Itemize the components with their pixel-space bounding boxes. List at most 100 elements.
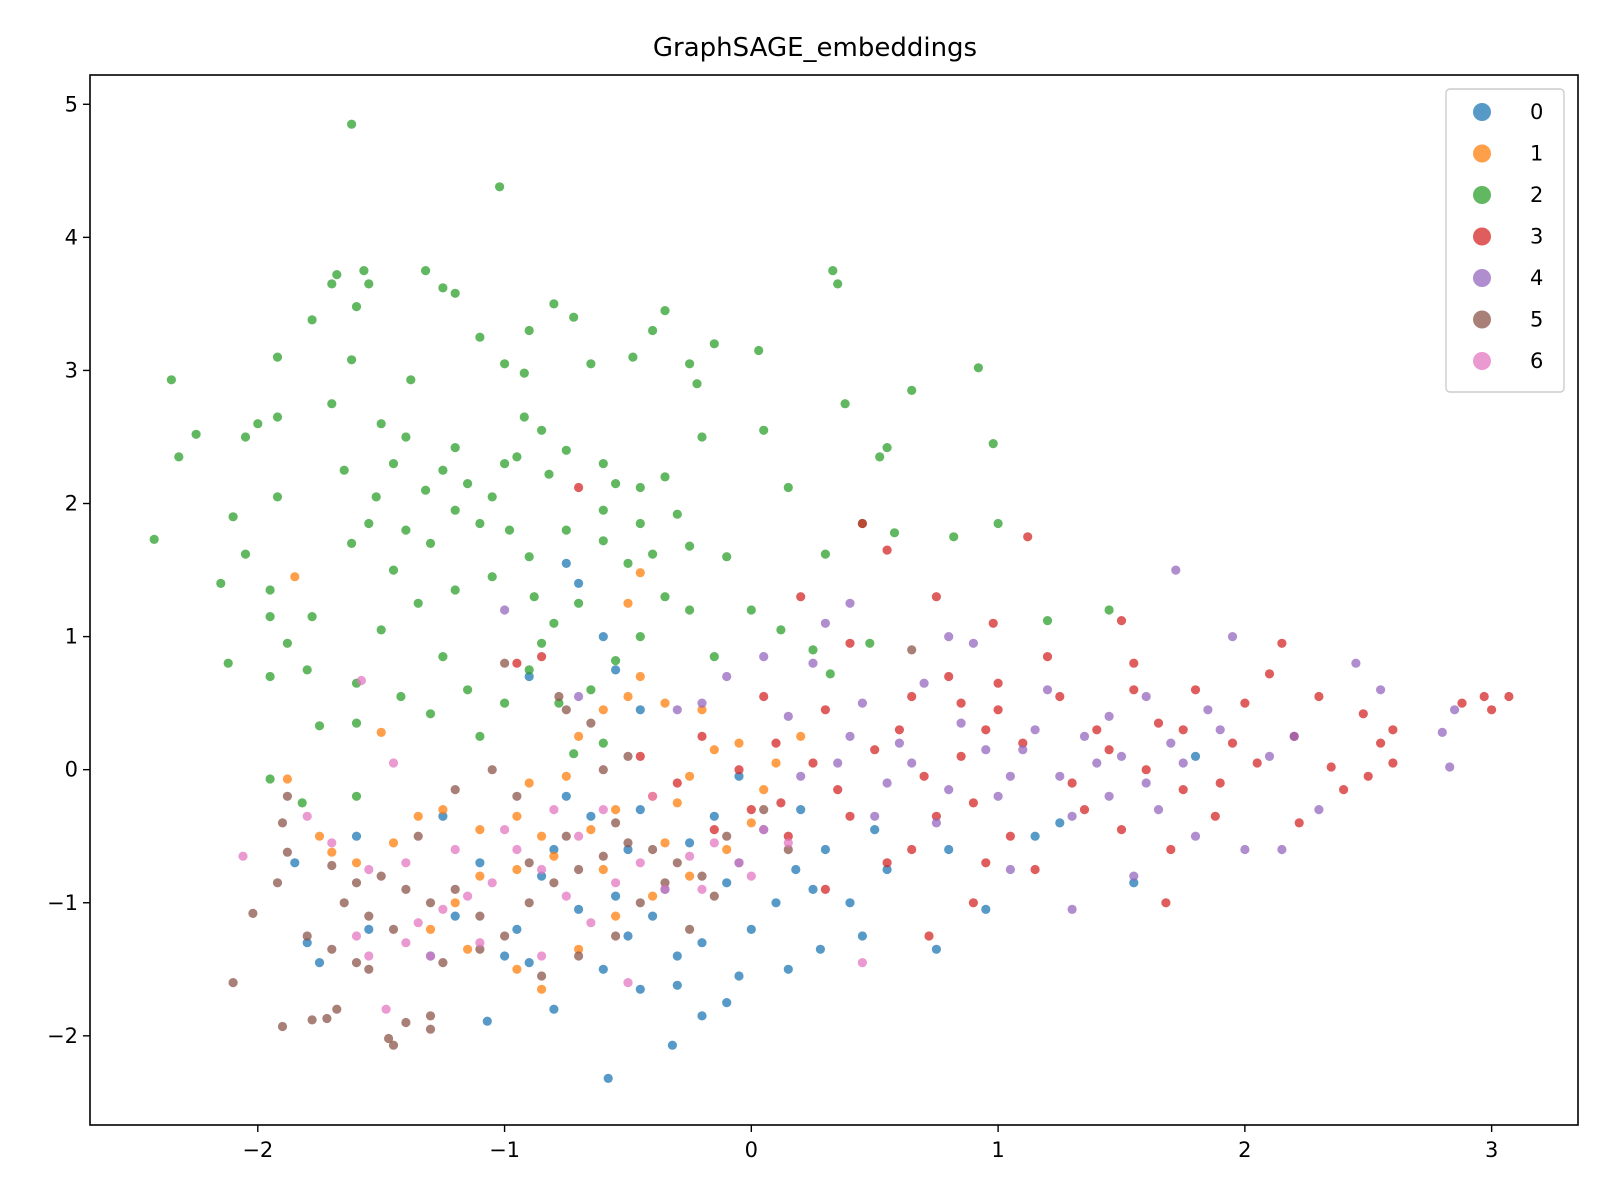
point-series-5-53	[660, 878, 670, 888]
point-series-1-29	[425, 924, 436, 935]
point-series-3-34	[796, 592, 806, 602]
point-series-5-28	[549, 878, 559, 888]
point-series-0-1	[667, 1040, 678, 1050]
x-tick-label: 0	[745, 1138, 758, 1162]
point-series-4-48	[1314, 805, 1324, 815]
point-series-3-71	[776, 798, 786, 808]
point-series-3-27	[944, 671, 954, 682]
y-tick-label: 2	[65, 492, 78, 516]
point-series-2-15	[351, 302, 362, 312]
point-series-0-46	[574, 578, 584, 589]
point-series-2-40	[401, 432, 411, 442]
point-series-5-52	[635, 898, 645, 908]
y-axis: −2 −1 0 1 2 3 4 5	[47, 92, 90, 1048]
point-series-4-36	[500, 605, 510, 615]
point-series-3-11	[1264, 669, 1275, 679]
point-series-0-53	[351, 831, 362, 841]
point-series-5-9	[425, 1024, 436, 1034]
point-series-2-77	[685, 541, 695, 551]
point-series-2-6	[332, 270, 342, 280]
point-series-2-3	[833, 279, 843, 289]
point-series-5-55	[500, 658, 510, 668]
point-series-2-91	[376, 625, 386, 635]
point-series-2-50	[697, 432, 707, 442]
point-series-6-1	[356, 675, 366, 686]
point-series-6-4	[364, 951, 374, 961]
point-series-1-20	[709, 745, 719, 755]
point-series-4-4	[1351, 658, 1361, 668]
point-series-2-16	[475, 332, 485, 342]
point-series-4-41	[1030, 725, 1040, 735]
point-series-4-24	[919, 678, 929, 688]
point-series-2-31	[907, 385, 917, 395]
point-series-4-7	[1264, 751, 1275, 762]
point-series-2-87	[302, 665, 312, 675]
point-series-2-86	[282, 638, 292, 648]
point-series-0-12	[524, 958, 534, 968]
point-series-5-4	[322, 1013, 332, 1024]
point-series-6-39	[574, 831, 584, 841]
point-series-4-2	[1437, 727, 1447, 738]
point-series-5-11	[364, 964, 374, 974]
legend-marker	[1473, 103, 1491, 121]
point-series-2-36	[240, 432, 251, 442]
point-series-2-124	[421, 485, 431, 495]
point-series-3-32	[845, 811, 855, 821]
point-series-0-55	[302, 938, 312, 948]
point-series-5-10	[425, 1011, 436, 1021]
point-series-2-59	[216, 578, 226, 589]
point-series-3-21	[1042, 652, 1053, 662]
point-series-4-28	[833, 758, 843, 768]
point-series-4-44	[1116, 751, 1127, 762]
point-series-0-54	[290, 858, 300, 868]
point-series-3-5	[1376, 738, 1386, 748]
point-series-2-38	[327, 399, 337, 409]
point-series-3-38	[746, 805, 756, 815]
point-series-5-57	[561, 831, 571, 841]
legend-marker	[1473, 186, 1491, 204]
point-series-3-55	[993, 705, 1003, 715]
point-series-2-101	[586, 685, 596, 695]
point-series-4-52	[981, 745, 991, 755]
point-series-2-132	[450, 585, 460, 595]
point-series-5-38	[623, 751, 633, 762]
point-series-5-24	[450, 884, 460, 895]
point-series-2-55	[875, 452, 885, 462]
point-series-5-44	[450, 785, 460, 795]
x-tick-label: 2	[1238, 1138, 1251, 1162]
point-series-3-19	[1092, 725, 1102, 735]
point-series-6-12	[537, 864, 547, 875]
point-series-3-67	[981, 858, 991, 868]
point-series-4-43	[1079, 731, 1090, 742]
point-series-4-46	[1178, 758, 1188, 768]
point-series-0-17	[574, 904, 584, 915]
point-series-1-18	[660, 698, 670, 708]
point-series-1-9	[475, 825, 485, 835]
point-series-2-111	[865, 638, 875, 648]
point-series-4-42	[1055, 771, 1065, 781]
point-series-1-5	[351, 858, 362, 868]
point-series-4-31	[759, 652, 769, 662]
point-series-2-112	[1042, 616, 1053, 626]
point-series-3-57	[1055, 691, 1065, 702]
point-series-3-59	[1104, 745, 1114, 755]
point-series-5-8	[401, 1017, 411, 1028]
point-series-1-13	[561, 771, 571, 781]
point-series-2-134	[388, 565, 399, 575]
point-series-5-30	[598, 851, 608, 861]
point-series-2-44	[537, 425, 547, 435]
point-series-2-46	[598, 459, 608, 469]
point-series-2-70	[475, 518, 485, 529]
point-series-4-47	[1215, 725, 1225, 735]
point-series-3-61	[1190, 685, 1201, 695]
point-series-2-52	[783, 482, 793, 493]
point-series-2-49	[660, 472, 670, 482]
point-series-5-59	[709, 891, 719, 901]
point-series-5-43	[487, 765, 497, 775]
point-series-0-64	[734, 771, 744, 781]
point-series-4-10	[1203, 705, 1213, 715]
point-series-2-41	[450, 443, 460, 453]
point-series-4-1	[1450, 705, 1460, 715]
point-series-6-29	[302, 811, 312, 821]
